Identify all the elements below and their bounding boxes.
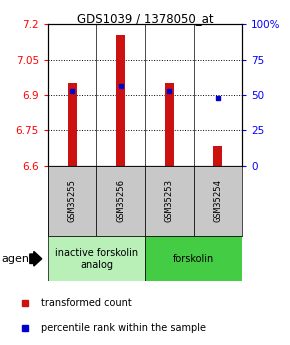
Bar	[145, 166, 194, 236]
Text: inactive forskolin
analog: inactive forskolin analog	[55, 248, 138, 269]
Bar	[68, 83, 77, 166]
Bar	[96, 166, 145, 236]
Bar	[194, 166, 242, 236]
Bar	[145, 236, 242, 281]
Text: percentile rank within the sample: percentile rank within the sample	[41, 323, 206, 333]
Bar	[165, 83, 174, 166]
Text: forskolin: forskolin	[173, 254, 214, 264]
Bar	[48, 166, 96, 236]
Text: GSM35256: GSM35256	[116, 179, 125, 223]
Text: GSM35255: GSM35255	[68, 179, 77, 223]
Text: GSM35254: GSM35254	[213, 179, 222, 223]
Bar	[213, 146, 222, 166]
FancyArrow shape	[30, 252, 42, 266]
Text: agent: agent	[1, 255, 34, 264]
Text: GDS1039 / 1378050_at: GDS1039 / 1378050_at	[77, 12, 213, 25]
Bar	[116, 35, 125, 166]
Bar	[48, 236, 145, 281]
Text: transformed count: transformed count	[41, 298, 132, 308]
Text: GSM35253: GSM35253	[165, 179, 174, 223]
